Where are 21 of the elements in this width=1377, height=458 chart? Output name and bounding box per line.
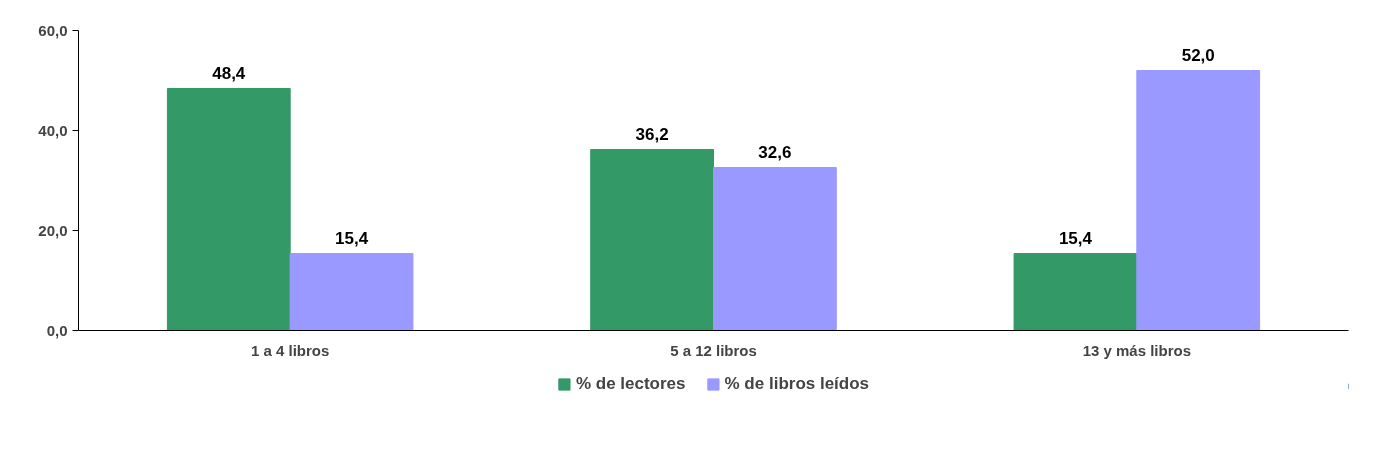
bar	[289, 253, 414, 331]
x-tick-label: 1 a 4 libros	[250, 341, 330, 359]
x-tick-label: 5 a 12 libros	[670, 341, 757, 359]
bar	[1013, 253, 1138, 331]
data-label: 15,4	[1058, 228, 1093, 248]
y-tick-label: 40,0	[38, 121, 68, 139]
data-label: 48,4	[212, 63, 246, 83]
data-label: 52,0	[1181, 45, 1215, 65]
legend-label: % de lectores	[575, 373, 686, 394]
bar	[590, 149, 714, 331]
data-label: 32,6	[758, 142, 792, 162]
bar	[1136, 70, 1261, 331]
legend-label: % de libros leídos	[724, 373, 870, 394]
y-tick-label: 0,0	[46, 321, 68, 339]
x-tick-label: 13 y más libros	[1082, 341, 1192, 359]
data-label: 36,2	[635, 124, 669, 144]
y-tick-label: 20,0	[38, 221, 68, 239]
bar	[166, 88, 291, 331]
bar	[713, 167, 837, 331]
data-label: 15,4	[335, 228, 369, 248]
y-tick-label: 60,0	[38, 21, 68, 39]
